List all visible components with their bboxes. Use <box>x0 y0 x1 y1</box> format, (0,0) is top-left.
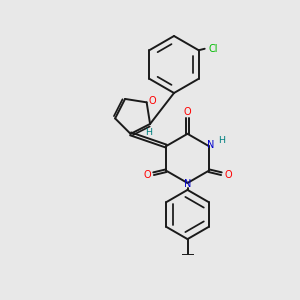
Text: O: O <box>143 170 151 180</box>
Text: N: N <box>207 140 214 150</box>
Text: H: H <box>218 136 225 145</box>
Text: Cl: Cl <box>209 44 218 54</box>
Text: N: N <box>184 179 191 189</box>
Text: O: O <box>224 170 232 180</box>
Text: O: O <box>149 96 157 106</box>
Text: H: H <box>145 128 152 137</box>
Text: O: O <box>184 106 191 117</box>
